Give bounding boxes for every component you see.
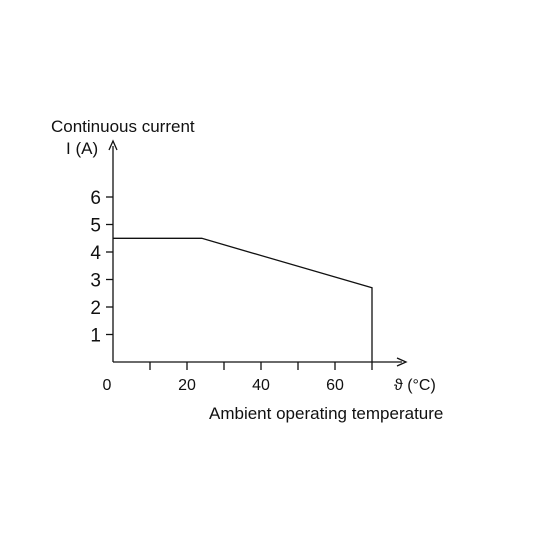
y-tick-label: 3 <box>90 271 101 292</box>
axes <box>108 139 408 367</box>
x-axis-unit: ϑ (°C) <box>394 377 436 394</box>
y-tick-label: 5 <box>90 216 101 237</box>
x-axis-title: Ambient operating temperature <box>209 404 443 423</box>
x-tick-label: 0 <box>103 377 112 394</box>
y-axis-unit: I (A) <box>66 139 98 158</box>
y-tick-label: 4 <box>90 243 101 264</box>
y-tick-label: 1 <box>90 326 101 347</box>
x-axis-arrow <box>396 357 408 367</box>
y-axis-title: Continuous current <box>51 117 195 136</box>
x-tick-label: 40 <box>252 377 270 394</box>
y-ticks: 1 2 3 4 5 6 <box>90 188 113 347</box>
derating-curve <box>113 237 373 362</box>
x-tick-label: 60 <box>326 377 344 394</box>
y-axis-arrow <box>108 139 118 151</box>
x-tick-label: 20 <box>178 377 196 394</box>
x-ticks: 0 20 40 60 <box>103 362 373 394</box>
series <box>113 237 373 362</box>
y-tick-label: 6 <box>90 188 101 209</box>
y-tick-label: 2 <box>90 298 101 319</box>
